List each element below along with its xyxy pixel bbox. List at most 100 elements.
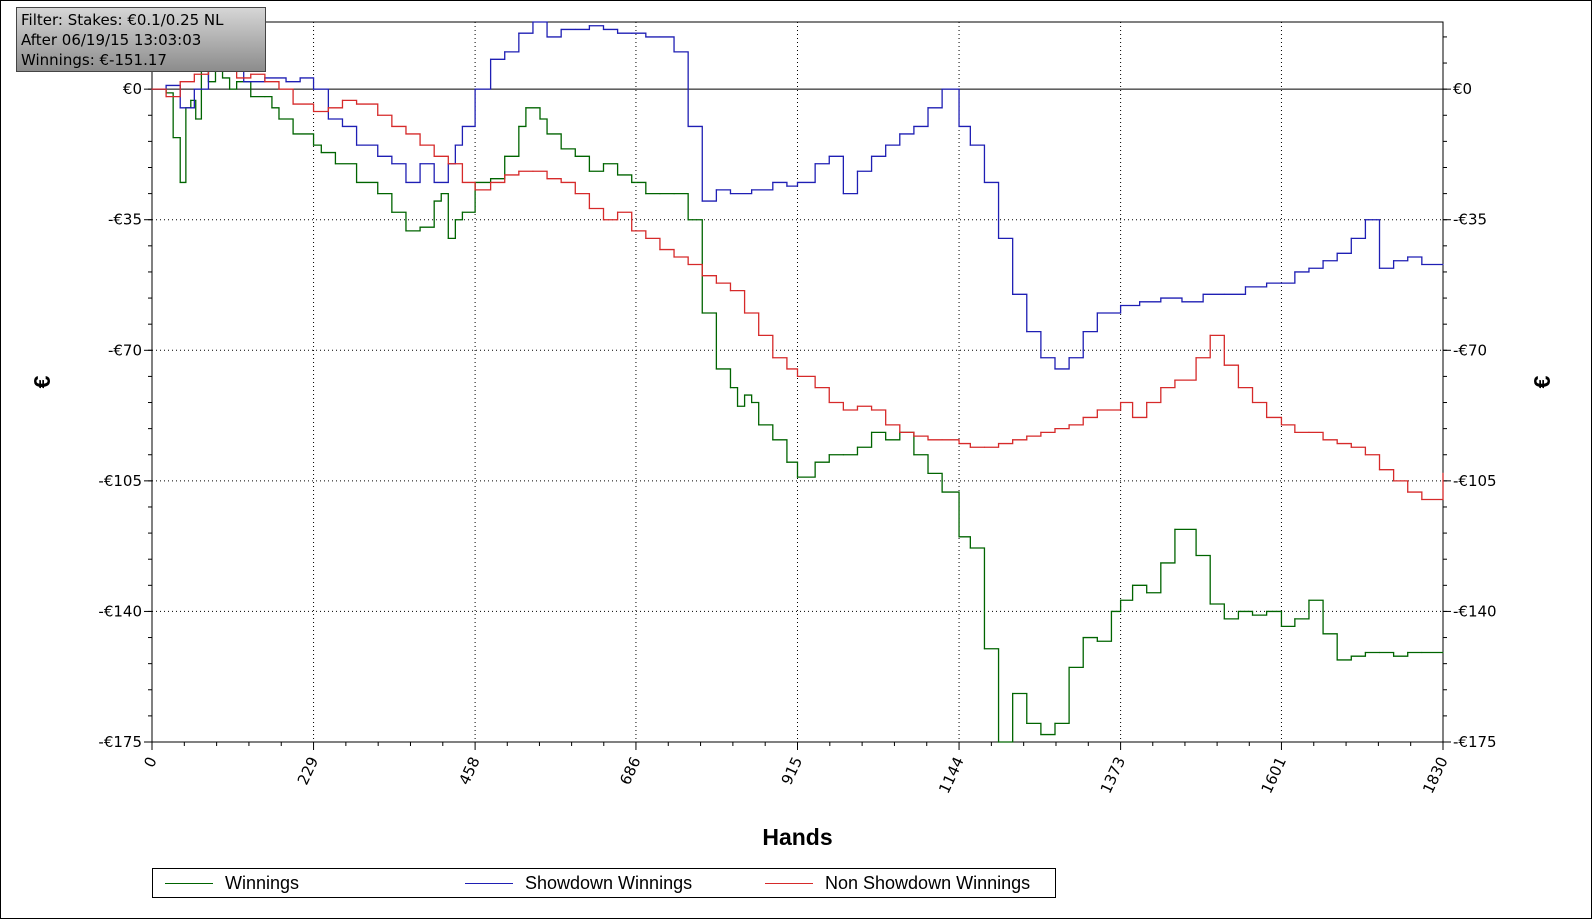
series-point-showdown [1308, 267, 1310, 269]
y-tick-label-right: -€35 [1453, 211, 1487, 229]
series-point-non-showdown [377, 114, 379, 116]
series-point-winnings [172, 137, 174, 139]
series-point-winnings [490, 178, 492, 180]
series-point-non-showdown [1120, 401, 1122, 404]
series-point-non-showdown [1350, 446, 1352, 448]
series-point-non-showdown [236, 77, 238, 79]
series-point-non-showdown [327, 107, 329, 109]
series-point-non-showdown [264, 81, 266, 83]
series-point-showdown [927, 107, 929, 109]
series-point-non-showdown [1266, 416, 1268, 419]
series-point-showdown [419, 163, 421, 165]
y-tick-label-right: -€175 [1453, 733, 1497, 751]
series-point-non-showdown [278, 88, 280, 90]
series-point-winnings [758, 424, 760, 426]
series-point-winnings [1110, 610, 1113, 613]
series-point-non-showdown [786, 368, 788, 370]
series-point-non-showdown [151, 88, 153, 90]
series-point-showdown [327, 118, 329, 120]
series-point-non-showdown [250, 73, 252, 75]
series-point-non-showdown [1280, 424, 1283, 426]
series-point-non-showdown [1322, 439, 1324, 441]
series-point-winnings [729, 386, 732, 389]
series-point-non-showdown [687, 263, 689, 266]
series-point-non-showdown [997, 442, 1000, 445]
series-point-showdown [814, 163, 816, 165]
series-point-winnings [539, 118, 541, 120]
series-point-winnings [856, 446, 859, 448]
series-point-showdown [958, 125, 960, 128]
series-point-winnings [236, 81, 238, 83]
series-point-winnings [264, 96, 266, 98]
series-point-non-showdown [1012, 439, 1014, 441]
series-point-non-showdown [461, 181, 464, 184]
series-point-non-showdown [433, 155, 435, 157]
series-point-non-showdown [743, 312, 746, 314]
series-point-showdown [1012, 293, 1014, 295]
series-point-non-showdown [1237, 386, 1240, 389]
series-point-winnings [1012, 692, 1014, 695]
series-point-winnings [447, 237, 449, 239]
x-tick-label: 0 [140, 754, 160, 770]
y-tick-label-left: -€105 [98, 472, 142, 490]
legend-item-winnings: Winnings [153, 869, 299, 897]
series-point-non-showdown [532, 170, 534, 172]
series-point-showdown [391, 163, 393, 165]
series-point-winnings [772, 439, 774, 441]
series-point-non-showdown [701, 275, 703, 277]
series-point-winnings [751, 401, 753, 404]
filter-info-box: Filter: Stakes: €0.1/0.25 NL After 06/19… [16, 7, 266, 72]
series-point-winnings [602, 163, 605, 165]
series-point-non-showdown [1393, 480, 1395, 482]
series-point-showdown [243, 81, 245, 83]
series-point-showdown [433, 181, 435, 184]
series-point-showdown [285, 81, 287, 83]
series-point-winnings [786, 461, 788, 463]
series-point-showdown [1026, 331, 1028, 333]
series-point-showdown [518, 32, 520, 34]
series-point-winnings [419, 226, 421, 228]
series-point-winnings [525, 107, 527, 109]
series-point-showdown [1082, 331, 1084, 333]
series-point-winnings [1195, 554, 1197, 557]
series-layer [151, 21, 1444, 743]
x-tick-label: 229 [294, 754, 322, 788]
series-point-showdown [1294, 271, 1296, 273]
series-point-showdown [1266, 282, 1268, 284]
series-point-winnings [1040, 733, 1042, 736]
series-point-winnings [440, 193, 442, 195]
series-point-non-showdown [1160, 386, 1162, 389]
series-point-winnings [1068, 666, 1070, 668]
series-point-winnings [828, 454, 830, 456]
series-point-winnings [546, 133, 548, 135]
series-point-showdown [856, 170, 859, 172]
series-point-winnings [1442, 651, 1444, 654]
series-point-winnings [1280, 625, 1283, 627]
series-point-showdown [645, 36, 647, 38]
series-point-showdown [490, 58, 492, 60]
series-point-non-showdown [899, 431, 901, 433]
series-point-showdown [659, 36, 661, 38]
series-point-non-showdown [958, 442, 960, 445]
series-point-showdown [1139, 301, 1141, 303]
y-tick-label-left: -€35 [108, 211, 142, 229]
series-point-showdown [193, 88, 195, 90]
series-point-non-showdown [546, 178, 548, 180]
series-point-winnings [1294, 618, 1296, 620]
legend-swatch-showdown [465, 882, 513, 884]
series-point-non-showdown [1209, 334, 1211, 336]
series-point-non-showdown [1146, 401, 1148, 404]
series-point-showdown [377, 155, 379, 157]
x-tick-label: 1373 [1097, 754, 1129, 796]
series-point-non-showdown [1421, 498, 1423, 501]
series-point-non-showdown [1040, 431, 1042, 433]
series-point-showdown [405, 181, 407, 184]
series-point-showdown [1350, 237, 1352, 239]
y-tick-label-left: -€175 [98, 733, 142, 751]
series-point-showdown [786, 185, 788, 187]
series-point-non-showdown [504, 174, 506, 176]
series-point-winnings [221, 77, 224, 79]
series-point-winnings [292, 133, 294, 135]
series-point-showdown [1280, 282, 1283, 284]
legend-swatch-non-showdown [765, 882, 813, 884]
